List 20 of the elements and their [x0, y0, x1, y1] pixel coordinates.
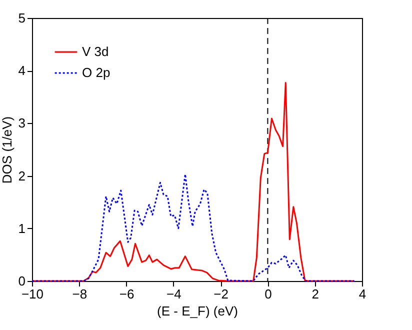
x-axis-title: (E - E_F) (eV) [157, 304, 238, 318]
y-tick-label: 1 [18, 220, 26, 236]
legend-label: V 3d [82, 44, 109, 59]
x-tick-label: −4 [166, 286, 182, 302]
y-tick-label: 3 [18, 116, 26, 131]
legend-label: O 2p [82, 65, 110, 80]
x-tick-label: 0 [264, 286, 272, 302]
line-series [31, 173, 355, 282]
y-tick-label: 0 [18, 274, 26, 288]
x-tick-label: −2 [214, 286, 228, 302]
y-axis-title: DOS (1/eV) [0, 116, 14, 184]
y-tick-label: 2 [18, 168, 26, 184]
line-series [31, 82, 355, 282]
x-tick-label: −8 [72, 286, 88, 302]
x-tick-label: −10 [21, 286, 44, 302]
x-tick-label: −6 [119, 286, 134, 302]
x-tick-label: 2 [312, 286, 319, 302]
y-tick-label: 4 [18, 63, 26, 78]
y-tick-label: 5 [18, 10, 26, 26]
x-tick-label: 4 [358, 286, 366, 302]
